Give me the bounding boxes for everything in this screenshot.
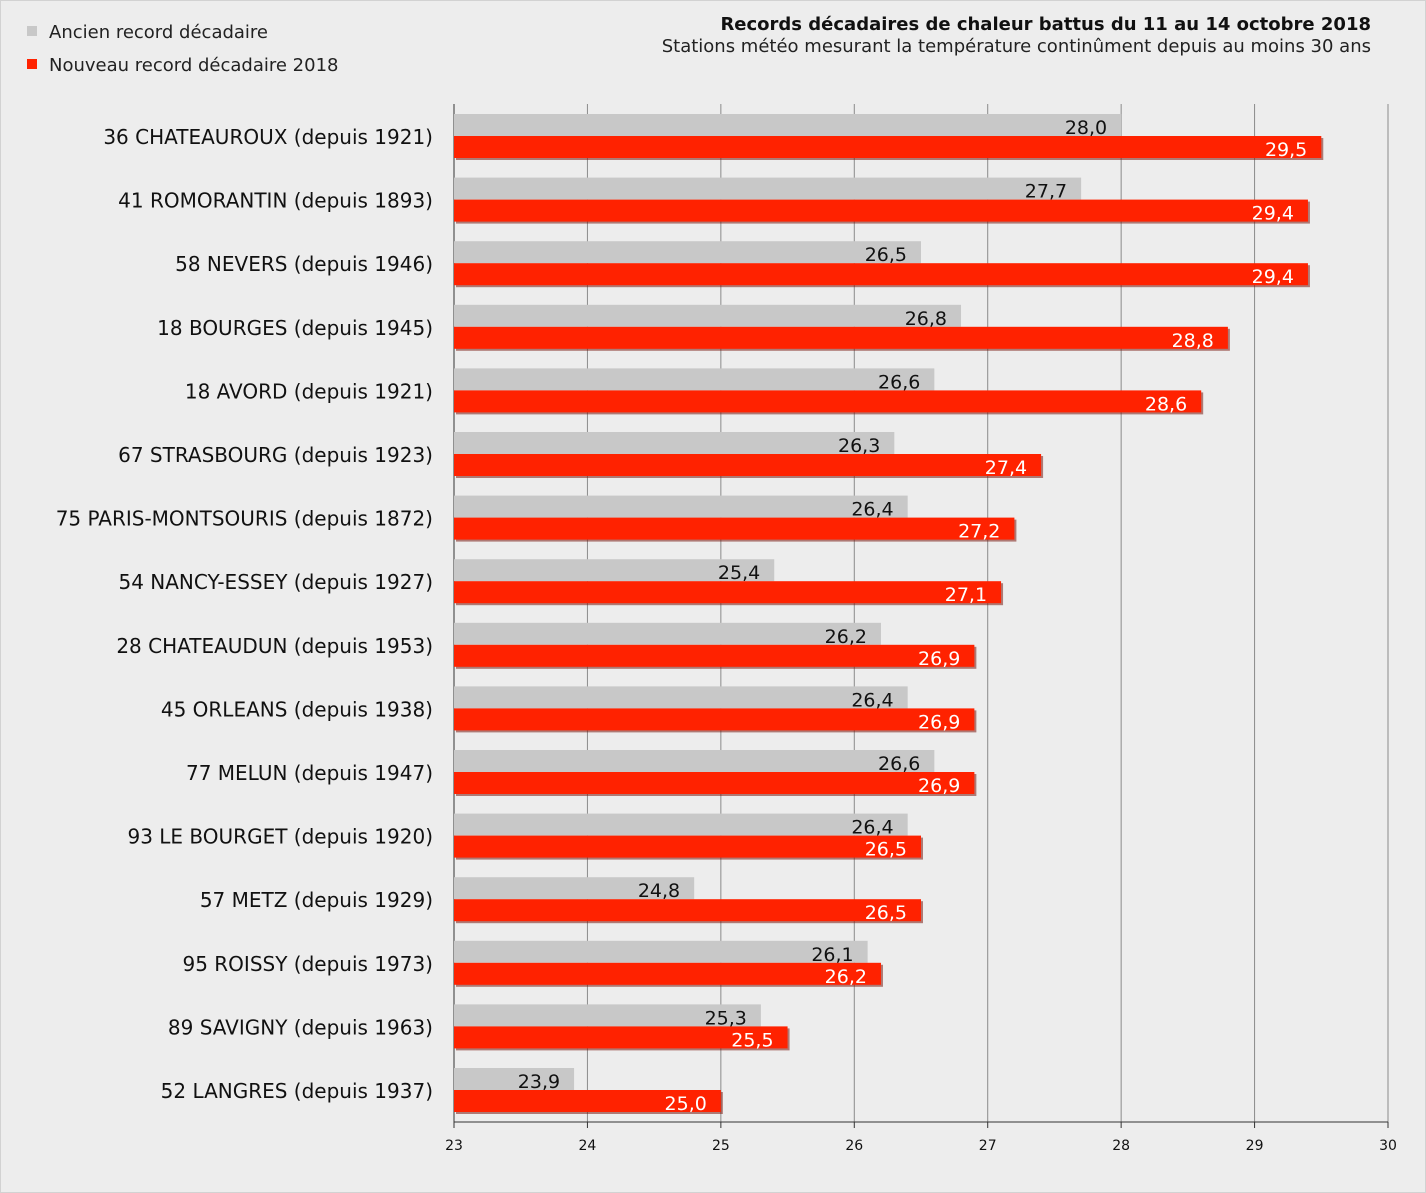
category-label: 57 METZ (depuis 1929): [200, 888, 433, 912]
bar-new: [454, 899, 921, 922]
x-tick-label: 28: [1112, 1138, 1130, 1154]
bar-new-label: 28,8: [1172, 330, 1214, 352]
category-label: 54 NANCY-ESSEY (depuis 1927): [118, 570, 433, 594]
bar-old: [454, 686, 908, 709]
bar-new-label: 26,5: [865, 902, 907, 924]
chart-title: Records décadaires de chaleur battus du …: [720, 14, 1371, 35]
x-tick-label: 30: [1379, 1138, 1397, 1154]
x-tick-label: 25: [712, 1138, 730, 1154]
bar-new: [454, 708, 975, 731]
category-label: 93 LE BOURGET (depuis 1920): [127, 825, 433, 849]
bar-new-label: 26,5: [865, 839, 907, 861]
bar-old-label: 26,4: [851, 689, 893, 711]
bar-new: [454, 136, 1322, 158]
bar-new-label: 27,2: [958, 521, 1000, 543]
bar-old: [454, 877, 695, 900]
legend-item-new: Nouveau record décadaire 2018: [27, 55, 339, 76]
bar-new-label: 27,1: [945, 584, 987, 606]
bar-old: [454, 241, 921, 264]
bar-new-label: 29,4: [1252, 266, 1294, 288]
bar-new: [454, 517, 1015, 540]
bar-new-label: 28,6: [1145, 393, 1187, 415]
bar-new-label: 25,5: [731, 1029, 773, 1051]
bar-old: [454, 432, 895, 454]
bar-old: [454, 177, 1082, 200]
bar-old-label: 26,8: [905, 308, 947, 330]
category-label: 95 ROISSY (depuis 1973): [182, 952, 433, 976]
bar-new-label: 27,4: [985, 457, 1027, 479]
category-label: 77 MELUN (depuis 1947): [186, 761, 433, 785]
bar-old: [454, 304, 962, 327]
x-tick-label: 27: [979, 1138, 997, 1154]
x-tick-label: 29: [1246, 1138, 1264, 1154]
bar-new: [454, 581, 1002, 604]
bar-new: [454, 962, 881, 985]
bar-old-label: 24,8: [638, 880, 680, 902]
bar-new-label: 25,0: [665, 1093, 707, 1115]
category-label: 67 STRASBOURG (depuis 1923): [118, 443, 433, 467]
category-label: 36 CHATEAUROUX (depuis 1921): [103, 125, 433, 149]
bar-new-label: 26,2: [825, 966, 867, 988]
bar-old: [454, 559, 775, 582]
bar-new: [454, 454, 1042, 476]
bar-new: [454, 390, 1202, 413]
bar-old-label: 26,2: [825, 626, 867, 648]
bar-new: [454, 772, 975, 794]
bar-new: [454, 263, 1308, 286]
bar-old-label: 26,6: [878, 371, 920, 393]
bar-new: [454, 835, 921, 858]
bar-old-label: 26,4: [851, 817, 893, 839]
bar-old-label: 28,0: [1065, 117, 1107, 139]
legend-label-old: Ancien record décadaire: [49, 22, 269, 43]
bar-old: [454, 622, 881, 645]
bar-new-label: 26,9: [918, 711, 960, 733]
bar-old-label: 26,4: [851, 499, 893, 521]
bar-new-label: 26,9: [918, 648, 960, 670]
category-label: 18 BOURGES (depuis 1945): [157, 316, 433, 340]
bar-old-label: 27,7: [1025, 181, 1067, 203]
bar-old-label: 25,3: [705, 1007, 747, 1029]
legend-swatch-old: [27, 26, 37, 36]
bar-old-label: 25,4: [718, 562, 760, 584]
bar-old: [454, 1068, 575, 1090]
chart-subtitle: Stations météo mesurant la température c…: [661, 36, 1371, 57]
legend-swatch-new: [27, 59, 37, 69]
x-tick-label: 26: [845, 1138, 863, 1154]
bar-new-label: 29,5: [1265, 139, 1307, 161]
bar-new: [454, 644, 975, 667]
bar-old: [454, 813, 908, 836]
bar-new: [454, 326, 1228, 349]
category-label: 28 CHATEAUDUN (depuis 1953): [116, 634, 433, 658]
legend-item-old: Ancien record décadaire: [27, 22, 268, 43]
category-label: 45 ORLEANS (depuis 1938): [161, 697, 433, 721]
x-tick-label: 23: [445, 1138, 463, 1154]
bar-old-label: 23,9: [518, 1071, 560, 1093]
bar-old-label: 26,5: [865, 244, 907, 266]
bar-old: [454, 114, 1122, 136]
bar-old: [454, 940, 868, 963]
category-label: 41 ROMORANTIN (depuis 1893): [118, 189, 433, 213]
legend-label-new: Nouveau record décadaire 2018: [49, 55, 339, 76]
category-label: 58 NEVERS (depuis 1946): [175, 252, 433, 276]
bar-old: [454, 368, 935, 391]
bar-new: [454, 1090, 721, 1112]
category-label: 75 PARIS-MONTSOURIS (depuis 1872): [56, 507, 433, 531]
bar-old: [454, 495, 908, 518]
bar-new-label: 29,4: [1252, 203, 1294, 225]
x-tick-label: 24: [579, 1138, 597, 1154]
bar-old: [454, 1004, 761, 1027]
category-label: 18 AVORD (depuis 1921): [185, 379, 433, 403]
bar-old-label: 26,3: [838, 435, 880, 457]
bar-new-label: 26,9: [918, 775, 960, 797]
bar-old: [454, 750, 935, 772]
bar-new: [454, 199, 1308, 222]
bar-old-label: 26,1: [811, 944, 853, 966]
bar-old-label: 26,6: [878, 753, 920, 775]
category-label: 89 SAVIGNY (depuis 1963): [168, 1015, 433, 1039]
category-label: 52 LANGRES (depuis 1937): [161, 1079, 433, 1103]
bar-new: [454, 1026, 788, 1049]
